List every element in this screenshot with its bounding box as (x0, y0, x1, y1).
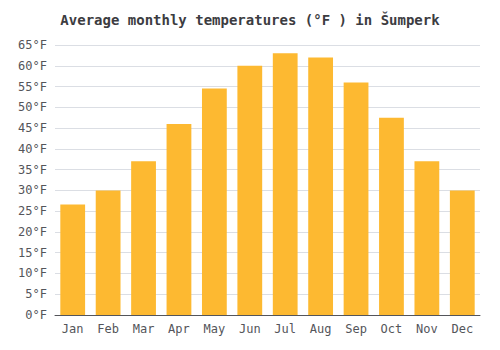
svg-text:30°F: 30°F (18, 183, 47, 197)
svg-text:Average monthly temperatures (: Average monthly temperatures (°F ) in Šu… (60, 11, 440, 28)
svg-text:10°F: 10°F (18, 266, 47, 280)
svg-text:25°F: 25°F (18, 204, 47, 218)
svg-text:May: May (204, 322, 226, 336)
svg-text:60°F: 60°F (18, 59, 47, 73)
svg-text:35°F: 35°F (18, 163, 47, 177)
svg-text:Nov: Nov (416, 322, 438, 336)
svg-text:0°F: 0°F (25, 308, 47, 322)
svg-text:65°F: 65°F (18, 38, 47, 52)
svg-text:Oct: Oct (381, 322, 403, 336)
svg-text:55°F: 55°F (18, 80, 47, 94)
svg-text:Sep: Sep (345, 322, 367, 336)
svg-text:20°F: 20°F (18, 225, 47, 239)
svg-text:Jul: Jul (274, 322, 296, 336)
svg-text:Aug: Aug (310, 322, 332, 336)
svg-text:Mar: Mar (133, 322, 155, 336)
svg-text:45°F: 45°F (18, 121, 47, 135)
svg-text:50°F: 50°F (18, 100, 47, 114)
svg-text:5°F: 5°F (25, 287, 47, 301)
svg-text:Apr: Apr (168, 322, 190, 336)
svg-text:Feb: Feb (97, 322, 119, 336)
svg-text:Jun: Jun (239, 322, 261, 336)
svg-text:Dec: Dec (451, 322, 473, 336)
svg-text:40°F: 40°F (18, 142, 47, 156)
svg-text:Jan: Jan (62, 322, 84, 336)
svg-text:15°F: 15°F (18, 246, 47, 260)
